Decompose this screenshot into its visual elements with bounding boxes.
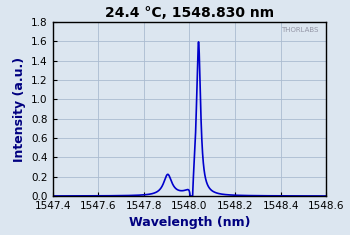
Title: 24.4 °C, 1548.830 nm: 24.4 °C, 1548.830 nm bbox=[105, 6, 274, 20]
Text: THORLABS: THORLABS bbox=[281, 27, 318, 33]
X-axis label: Wavelength (nm): Wavelength (nm) bbox=[129, 216, 250, 229]
Y-axis label: Intensity (a.u.): Intensity (a.u.) bbox=[13, 56, 26, 162]
